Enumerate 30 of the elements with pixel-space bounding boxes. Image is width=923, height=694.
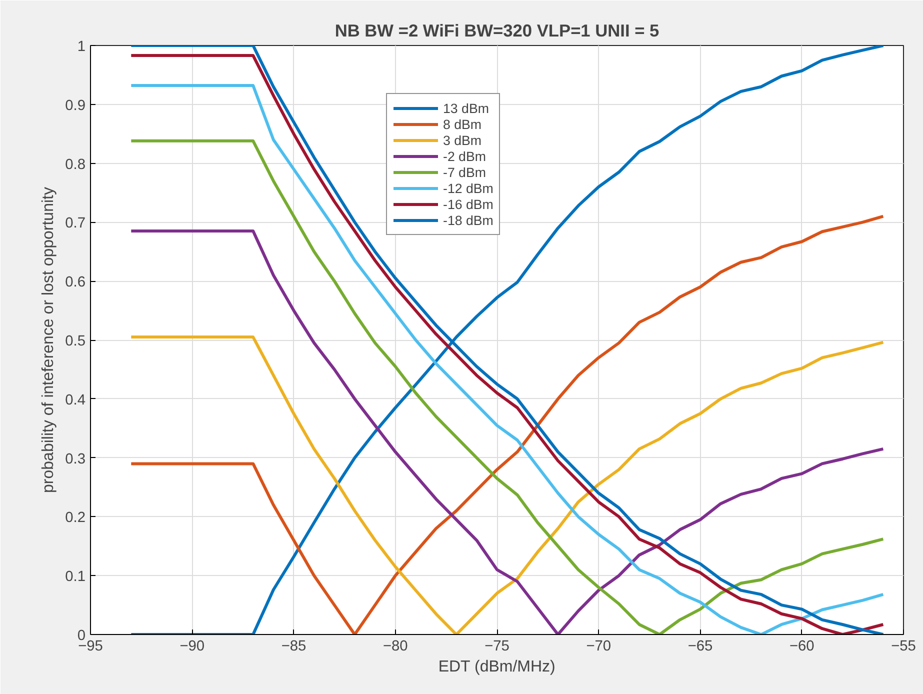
x-tick-label: −85 xyxy=(281,638,306,654)
legend-label: 13 dBm xyxy=(443,100,489,116)
x-axis-title: EDT (dBm/MHz) xyxy=(438,658,556,676)
legend-label: -7 dBm xyxy=(443,164,486,180)
x-tick-label: −60 xyxy=(789,638,814,654)
x-tick-label: −90 xyxy=(180,638,205,654)
legend-label: -18 dBm xyxy=(443,212,494,228)
legend-label: -2 dBm xyxy=(443,148,486,164)
y-tick-label: 0.9 xyxy=(65,98,86,114)
x-tick-label: −80 xyxy=(382,638,408,654)
y-tick-label: 0.2 xyxy=(65,510,86,526)
x-tick-label: −75 xyxy=(484,638,510,654)
x-tick-label: −55 xyxy=(891,638,916,654)
y-tick-label: 0.4 xyxy=(65,392,86,408)
y-tick-label: 0.5 xyxy=(65,334,86,350)
legend-label: -16 dBm xyxy=(443,196,494,212)
y-tick-label: 1 xyxy=(77,39,86,55)
legend-label: 8 dBm xyxy=(443,116,482,132)
legend-label: -12 dBm xyxy=(443,180,494,196)
x-tick-label: −65 xyxy=(688,638,713,654)
y-tick-label: 0.7 xyxy=(65,216,86,232)
y-tick-label: 0.1 xyxy=(65,569,86,586)
x-tick-label: −70 xyxy=(586,638,612,654)
chart-title: NB BW =2 WiFi BW=320 VLP=1 UNII = 5 xyxy=(334,20,660,40)
y-tick-label: 0.8 xyxy=(65,156,86,173)
y-tick-label: 0.3 xyxy=(65,451,86,468)
line-series xyxy=(130,336,885,634)
legend-label: 3 dBm xyxy=(443,132,482,148)
y-tick-label: 0.6 xyxy=(65,274,86,291)
y-axis-title: probability of inteference or lost opportunity xyxy=(40,187,58,493)
